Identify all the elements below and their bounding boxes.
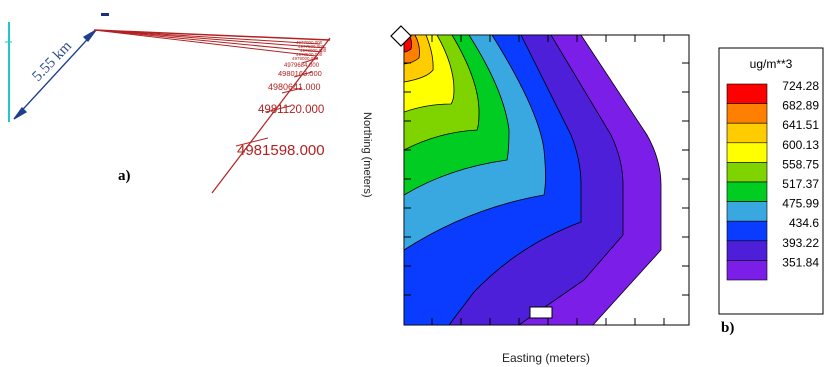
legend-swatch-558.75	[726, 162, 768, 183]
panel-b: Northing (meters)	[361, 25, 824, 365]
legend-label-600.13: 600.13	[782, 138, 819, 152]
panel-a: 5.55 km 4977000.000 4977500.000 4978000.…	[5, 13, 331, 194]
legend-title: ug/m**3	[750, 57, 793, 71]
legend-label-393.22: 393.22	[782, 236, 819, 250]
grid-lines	[93, 29, 327, 57]
legend-label-641.51: 641.51	[782, 118, 819, 132]
tick-label-4980641: 4980641.000	[268, 82, 321, 92]
legend-label-351.84: 351.84	[782, 255, 819, 269]
source-marker	[101, 13, 109, 16]
distance-arrow	[13, 29, 97, 120]
receptor-rect-marker	[529, 306, 553, 319]
svg-text:4979000.000: 4979000.000	[292, 56, 319, 61]
source-diamond-marker	[390, 25, 412, 47]
legend-swatch-600.13	[726, 142, 768, 163]
northing-ticks	[235, 57, 319, 147]
legend-label-517.37: 517.37	[782, 177, 819, 191]
northing-axis-line	[211, 37, 331, 194]
svg-text:4977500.000: 4977500.000	[298, 44, 325, 49]
tick-label-4980163: 4980163.000	[278, 69, 322, 78]
legend-label-682.89: 682.89	[782, 99, 819, 113]
legend-swatch-434.6	[726, 220, 768, 242]
legend-label-475.99: 475.99	[782, 197, 819, 211]
legend-swatch-393.22	[726, 240, 768, 261]
svg-text:4978000.000: 4978000.000	[300, 48, 327, 53]
legend-swatch-641.51	[726, 122, 768, 144]
legend-swatch-724.28	[726, 83, 768, 104]
contour-plot	[404, 35, 662, 325]
x-axis-label: Easting (meters)	[502, 351, 590, 365]
axis-ticks	[404, 35, 689, 325]
panel-b-label: b)	[721, 320, 734, 336]
svg-text:4977000.000: 4977000.000	[296, 40, 323, 45]
panel-a-label: a)	[118, 168, 131, 184]
legend-label-558.75: 558.75	[782, 157, 819, 171]
legend-swatch-475.99	[726, 201, 768, 222]
svg-text:4978500.000: 4978500.000	[296, 52, 323, 57]
tick-label-4981598: 4981598.000	[237, 142, 325, 159]
legend-swatch-682.89	[726, 103, 768, 124]
legend-label-724.28: 724.28	[782, 79, 819, 93]
legend-swatch-351.84	[726, 260, 768, 281]
small-tick-labels: 4977000.000 4977500.000 4978000.000 4978…	[292, 40, 327, 61]
tick-label-4979684: 4979684.000	[284, 63, 320, 69]
tick-label-4981120: 4981120.000	[258, 104, 324, 116]
legend: 724.28 682.89 641.51 600.13 558.75 517.37 475.…	[726, 79, 819, 281]
legend-swatch-517.37	[726, 181, 768, 202]
legend-label-434.6: 434.6	[789, 216, 819, 230]
y-axis-label: Northing (meters)	[361, 112, 373, 198]
baseline-line	[93, 29, 331, 41]
